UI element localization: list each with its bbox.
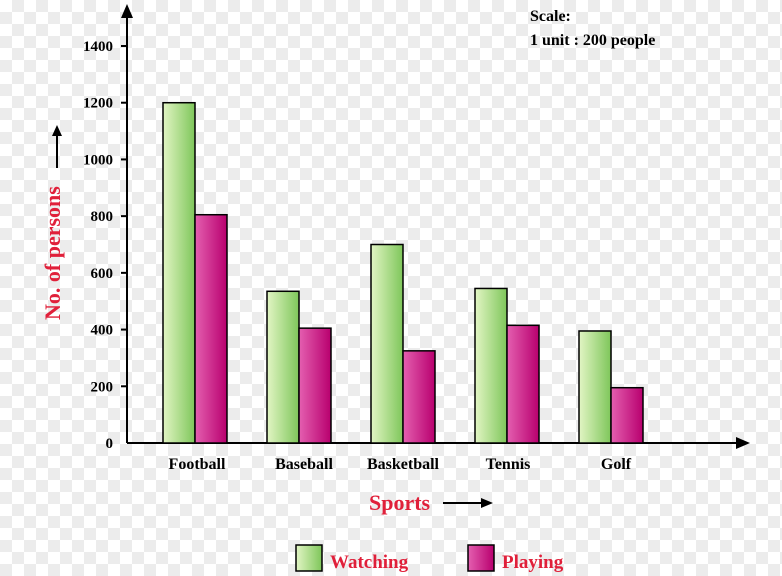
legend-label-playing: Playing — [502, 552, 564, 573]
bar-playing-basketball — [402, 350, 436, 444]
y-axis-label: No. of persons — [40, 186, 65, 320]
legend-swatch-watching — [295, 544, 323, 572]
bar-watching-baseball — [266, 290, 300, 444]
y-tick-label: 0 — [106, 436, 114, 452]
x-axis-label: Sports — [369, 490, 431, 515]
y-axis-label-arrowhead — [52, 125, 62, 136]
x-tick-label: Football — [169, 456, 226, 473]
x-axis-title: Sports — [369, 490, 493, 515]
x-tick-label: Golf — [601, 456, 632, 473]
legend-label-watching: Watching — [330, 552, 409, 573]
bar-playing-baseball — [298, 327, 332, 444]
bar-watching-tennis — [474, 287, 508, 444]
bar-watching-basketball — [370, 243, 404, 444]
bar-watching-golf — [578, 330, 612, 444]
y-tick-label: 1400 — [83, 39, 113, 55]
y-ticks: 0 200 400 600 800 1000 1200 1400 — [83, 39, 127, 452]
bar-playing-golf — [610, 386, 644, 444]
y-tick-label: 1200 — [83, 96, 113, 112]
x-tick-labels: Football Baseball Basketball Tennis Golf — [169, 456, 632, 473]
x-tick-label: Baseball — [275, 456, 333, 473]
bar-playing-football — [194, 213, 228, 444]
x-tick-label: Basketball — [367, 456, 440, 473]
x-tick-label: Tennis — [486, 456, 531, 473]
y-axis-title: No. of persons — [40, 125, 65, 320]
scale-note-line1: Scale: — [530, 8, 571, 25]
x-axis-arrowhead — [736, 437, 750, 449]
y-axis-arrowhead — [121, 4, 133, 18]
x-axis-label-arrowhead — [481, 498, 493, 508]
bar-watching-football — [162, 101, 196, 444]
y-tick-label: 800 — [91, 209, 114, 225]
legend-swatch-playing — [467, 544, 495, 572]
bars — [162, 101, 644, 444]
y-tick-label: 600 — [91, 266, 114, 282]
legend: Watching Playing — [295, 544, 564, 573]
scale-note-line2: 1 unit : 200 people — [530, 32, 655, 49]
y-tick-label: 1000 — [83, 152, 113, 168]
y-tick-label: 400 — [91, 323, 114, 339]
bar-playing-tennis — [506, 324, 540, 444]
y-tick-label: 200 — [91, 379, 114, 395]
